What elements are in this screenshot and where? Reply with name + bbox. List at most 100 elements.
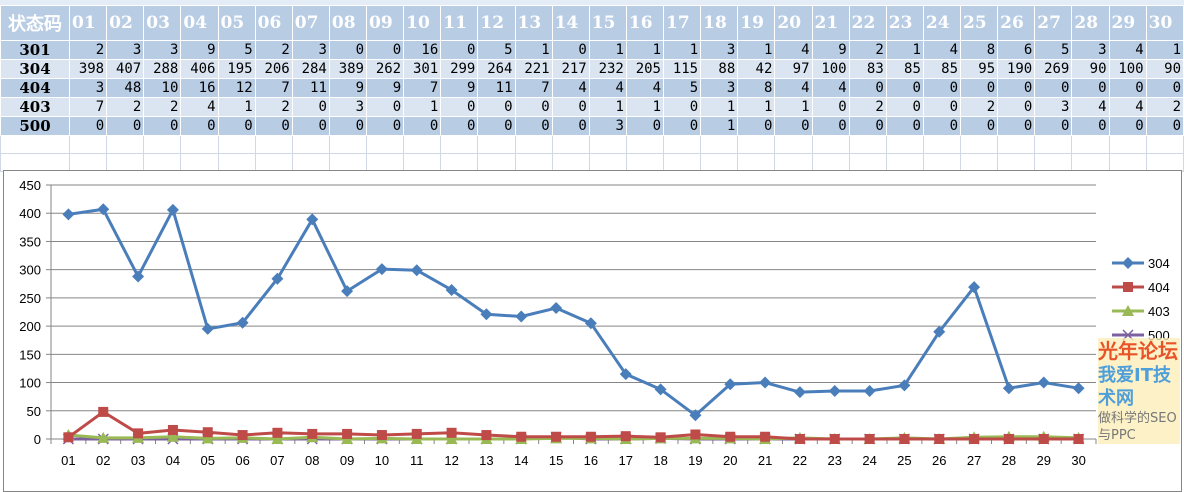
value-cell[interactable]: 0: [365, 40, 405, 60]
value-cell[interactable]: 0: [440, 116, 479, 136]
value-cell[interactable]: 115: [662, 59, 702, 79]
empty-cell[interactable]: [1034, 135, 1073, 154]
value-cell[interactable]: 8: [737, 78, 776, 98]
value-cell[interactable]: 398: [68, 59, 108, 79]
day-header-24[interactable]: 24: [922, 5, 962, 41]
empty-cell[interactable]: [514, 135, 553, 154]
status-code-cell[interactable]: 304: [0, 59, 70, 79]
value-cell[interactable]: 4: [1071, 97, 1110, 117]
empty-cell[interactable]: [700, 153, 739, 172]
empty-cell[interactable]: [477, 153, 516, 172]
value-cell[interactable]: 0: [514, 97, 553, 117]
value-cell[interactable]: 3: [1034, 97, 1073, 117]
empty-cell[interactable]: [1034, 153, 1073, 172]
empty-cell[interactable]: [477, 135, 516, 154]
value-cell[interactable]: 0: [922, 116, 962, 136]
empty-cell[interactable]: [885, 153, 924, 172]
value-cell[interactable]: 389: [328, 59, 368, 79]
empty-cell[interactable]: [440, 153, 479, 172]
value-cell[interactable]: 11: [477, 78, 516, 98]
empty-cell[interactable]: [365, 153, 405, 172]
empty-cell[interactable]: [774, 153, 813, 172]
day-header-25[interactable]: 25: [959, 5, 999, 41]
empty-cell[interactable]: [737, 153, 776, 172]
value-cell[interactable]: 1: [737, 97, 776, 117]
value-cell[interactable]: 11: [291, 78, 330, 98]
day-header-17[interactable]: 17: [662, 5, 702, 41]
empty-cell[interactable]: [217, 135, 256, 154]
value-cell[interactable]: 4: [1108, 40, 1147, 60]
value-cell[interactable]: 16: [403, 40, 442, 60]
header-label-cell[interactable]: 状态码: [0, 5, 70, 41]
empty-cell[interactable]: [291, 153, 330, 172]
value-cell[interactable]: 1: [1145, 40, 1184, 60]
value-cell[interactable]: 2: [143, 97, 182, 117]
value-cell[interactable]: 2: [254, 40, 293, 60]
value-cell[interactable]: 100: [1108, 59, 1147, 79]
status-code-cell[interactable]: 301: [0, 40, 70, 60]
empty-cell[interactable]: [254, 135, 293, 154]
value-cell[interactable]: 407: [106, 59, 145, 79]
status-code-cell[interactable]: 404: [0, 78, 70, 98]
value-cell[interactable]: 0: [440, 40, 479, 60]
value-cell[interactable]: 3: [291, 40, 330, 60]
value-cell[interactable]: 95: [959, 59, 999, 79]
value-cell[interactable]: 0: [774, 116, 813, 136]
day-header-19[interactable]: 19: [737, 5, 776, 41]
value-cell[interactable]: 0: [440, 97, 479, 117]
value-cell[interactable]: 264: [477, 59, 516, 79]
value-cell[interactable]: 88: [700, 59, 739, 79]
value-cell[interactable]: 3: [106, 40, 145, 60]
value-cell[interactable]: 0: [365, 116, 405, 136]
empty-cell[interactable]: [625, 135, 665, 154]
empty-cell[interactable]: [551, 135, 590, 154]
day-header-22[interactable]: 22: [848, 5, 887, 41]
value-cell[interactable]: 0: [997, 97, 1036, 117]
value-cell[interactable]: 7: [254, 78, 293, 98]
empty-cell[interactable]: [811, 153, 850, 172]
value-cell[interactable]: 262: [365, 59, 405, 79]
value-cell[interactable]: 284: [291, 59, 330, 79]
value-cell[interactable]: 1: [774, 97, 813, 117]
empty-cell[interactable]: [0, 153, 70, 172]
empty-cell[interactable]: [1145, 135, 1184, 154]
value-cell[interactable]: 1: [700, 97, 739, 117]
day-header-05[interactable]: 05: [217, 5, 256, 41]
value-cell[interactable]: 2: [106, 97, 145, 117]
value-cell[interactable]: 9: [440, 78, 479, 98]
value-cell[interactable]: 9: [365, 78, 405, 98]
value-cell[interactable]: 3: [1071, 40, 1110, 60]
value-cell[interactable]: 0: [959, 116, 999, 136]
empty-cell[interactable]: [997, 135, 1036, 154]
value-cell[interactable]: 4: [774, 40, 813, 60]
value-cell[interactable]: 1: [625, 97, 665, 117]
empty-cell[interactable]: [737, 135, 776, 154]
value-cell[interactable]: 288: [143, 59, 182, 79]
value-cell[interactable]: 2: [848, 97, 887, 117]
day-header-11[interactable]: 11: [440, 5, 479, 41]
value-cell[interactable]: 8: [959, 40, 999, 60]
value-cell[interactable]: 4: [180, 97, 219, 117]
value-cell[interactable]: 3: [700, 78, 739, 98]
value-cell[interactable]: 2: [959, 97, 999, 117]
empty-cell[interactable]: [885, 135, 924, 154]
value-cell[interactable]: 5: [662, 78, 702, 98]
value-cell[interactable]: 406: [180, 59, 219, 79]
value-cell[interactable]: 299: [440, 59, 479, 79]
empty-cell[interactable]: [254, 153, 293, 172]
value-cell[interactable]: 100: [811, 59, 850, 79]
value-cell[interactable]: 232: [588, 59, 627, 79]
empty-cell[interactable]: [68, 153, 108, 172]
value-cell[interactable]: 4: [588, 78, 627, 98]
status-code-cell[interactable]: 403: [0, 97, 70, 117]
day-header-27[interactable]: 27: [1034, 5, 1073, 41]
value-cell[interactable]: 217: [551, 59, 590, 79]
empty-cell[interactable]: [959, 135, 999, 154]
value-cell[interactable]: 9: [180, 40, 219, 60]
value-cell[interactable]: 90: [1145, 59, 1184, 79]
value-cell[interactable]: 9: [811, 40, 850, 60]
value-cell[interactable]: 0: [997, 78, 1036, 98]
value-cell[interactable]: 0: [848, 116, 887, 136]
empty-cell[interactable]: [997, 153, 1036, 172]
value-cell[interactable]: 85: [885, 59, 924, 79]
